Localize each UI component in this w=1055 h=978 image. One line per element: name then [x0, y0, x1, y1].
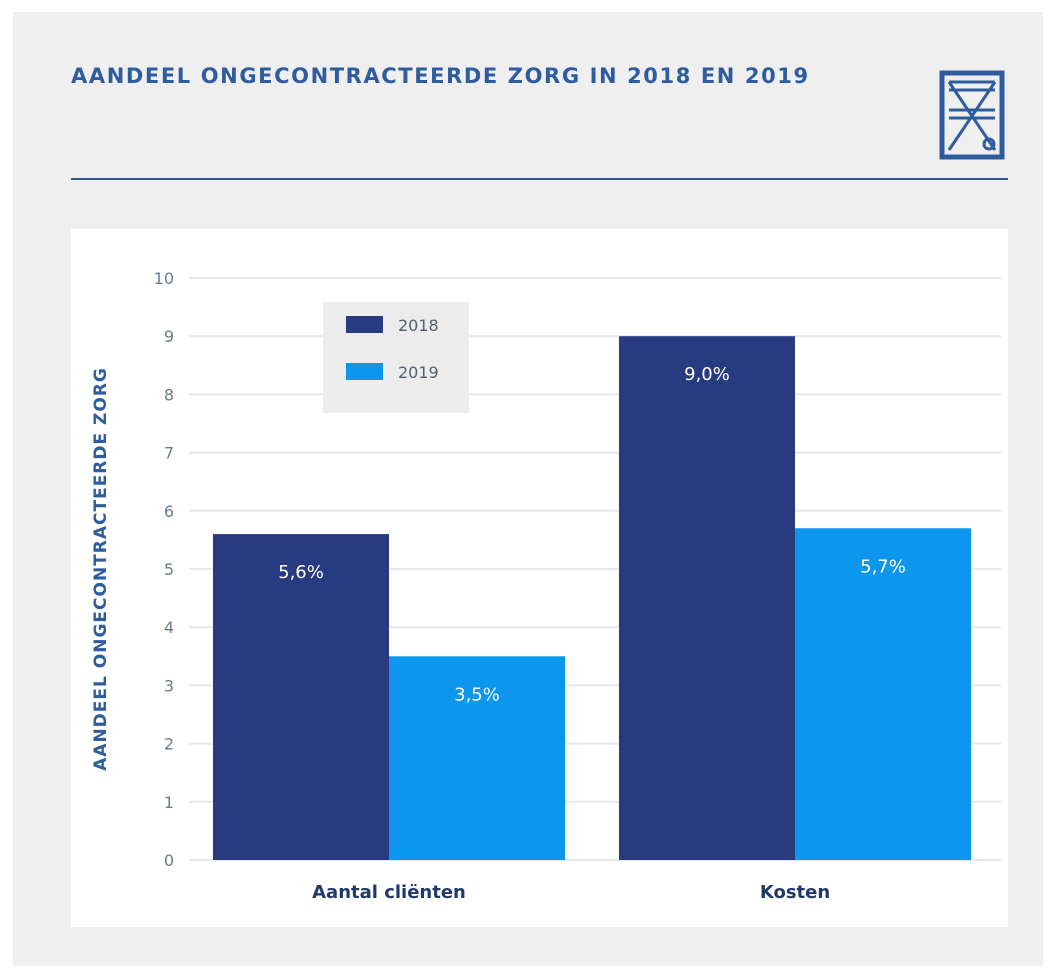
legend-label: 2018	[398, 316, 439, 335]
data-label: 3,5%	[454, 684, 500, 705]
bar	[619, 336, 795, 860]
y-tick-label: 8	[164, 385, 174, 404]
y-tick-label: 5	[164, 560, 174, 579]
bar	[795, 528, 971, 860]
y-tick-label: 2	[164, 735, 174, 754]
legend-label: 2019	[398, 363, 439, 382]
bar	[213, 534, 389, 860]
data-label: 9,0%	[684, 364, 730, 385]
data-label: 5,7%	[860, 556, 906, 577]
y-tick-label: 6	[164, 502, 174, 521]
bar	[389, 656, 565, 860]
legend-swatch	[346, 363, 383, 380]
y-tick-label: 0	[164, 851, 174, 870]
y-tick-label: 9	[164, 327, 174, 346]
contract-document-icon	[939, 70, 1005, 160]
chart-panel: 0 1 2 3 4 5 6 7 8 9 10 AANDEEL ONGECONTRACTEERDE ZO…	[71, 229, 1008, 927]
data-label: 5,6%	[278, 562, 324, 583]
legend-swatch	[346, 316, 383, 333]
y-tick-label: 1	[164, 793, 174, 812]
x-category-label: Kosten	[760, 882, 830, 903]
chart-card: AANDEEL ONGECONTRACTEERDE ZORG IN 2018 E…	[13, 12, 1043, 966]
title-divider	[71, 178, 1008, 180]
bar-chart: 0 1 2 3 4 5 6 7 8 9 10 AANDEEL ONGECONTRACTEERDE ZO…	[91, 269, 1001, 903]
y-tick-label: 3	[164, 676, 174, 695]
chart-title: AANDEEL ONGECONTRACTEERDE ZORG IN 2018 E…	[71, 64, 810, 88]
y-axis-label: AANDEEL ONGECONTRACTEERDE ZORG	[91, 367, 111, 771]
legend-box	[323, 302, 469, 413]
y-tick-label: 4	[164, 618, 174, 637]
y-tick-label: 7	[164, 444, 174, 463]
x-category-label: Aantal cliënten	[312, 882, 466, 903]
y-tick-label: 10	[154, 269, 174, 288]
